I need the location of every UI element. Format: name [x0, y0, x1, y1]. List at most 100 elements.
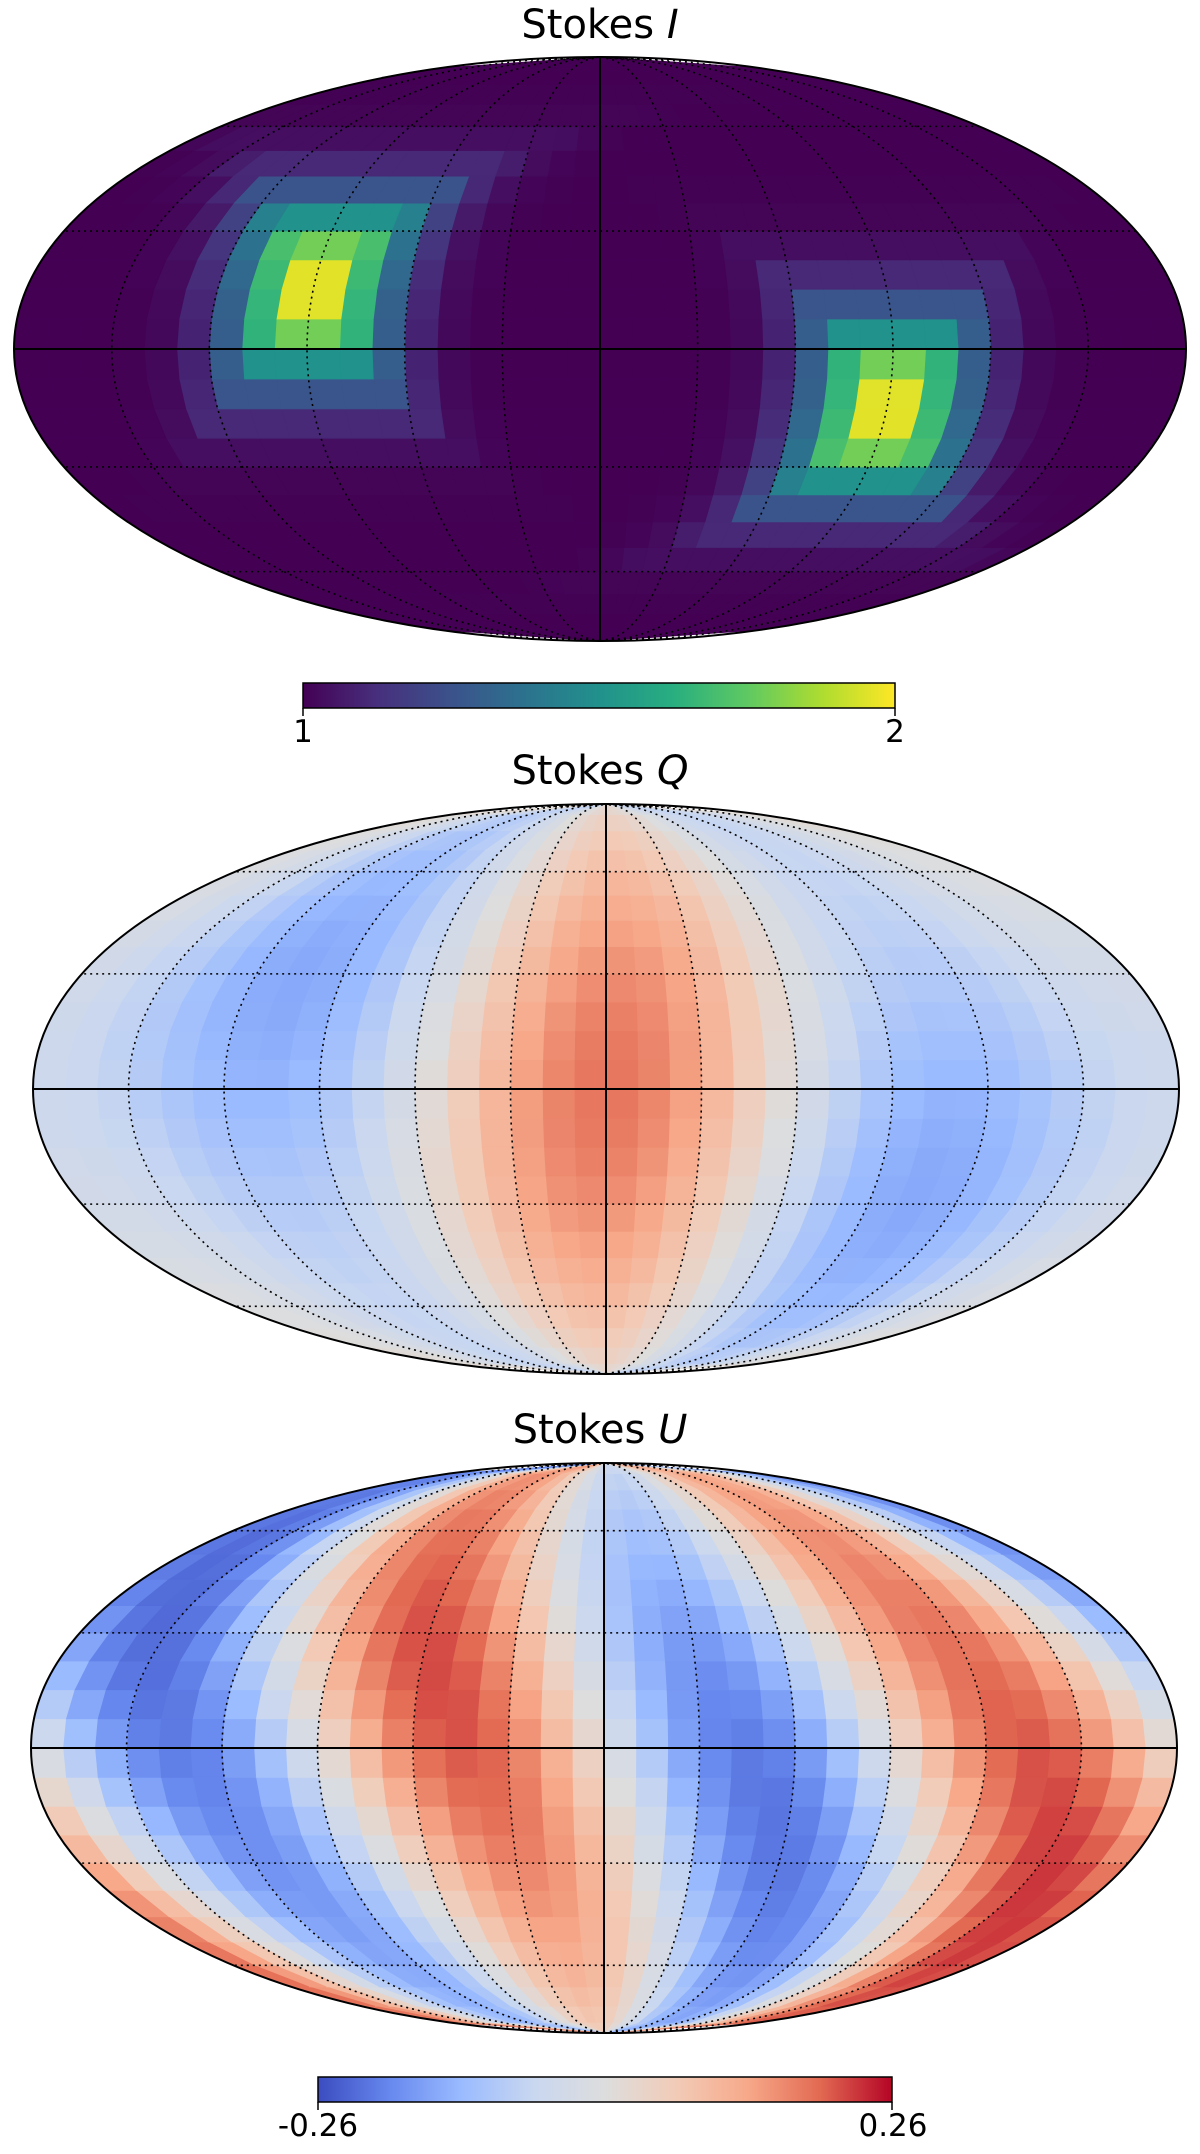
- map-pixel: [580, 1941, 605, 1966]
- map-pixel: [569, 202, 601, 232]
- map-pixel: [599, 103, 622, 127]
- map-pixel: [573, 1632, 605, 1662]
- map-pixel: [605, 849, 628, 873]
- map-pixel: [350, 1059, 385, 1090]
- map-pixel: [1078, 1718, 1114, 1749]
- graticule: [33, 803, 1179, 1375]
- map-pixel: [787, 1001, 825, 1032]
- map-pixel: [793, 318, 829, 350]
- map-pixel: [821, 1689, 858, 1720]
- map-pixel: [502, 378, 537, 410]
- map-pixel: [405, 378, 442, 410]
- map-pixel: [510, 1030, 545, 1061]
- map-pixel: [663, 378, 698, 410]
- map-pixel: [890, 1088, 925, 1119]
- map-pixel: [571, 1747, 605, 1778]
- map-pixel: [816, 259, 856, 290]
- map-pixel: [690, 1834, 726, 1864]
- map-pixel: [1110, 1747, 1146, 1778]
- map-pixel: [631, 318, 666, 350]
- map-stokes-q: [32, 803, 1180, 1375]
- map-pixel: [599, 521, 627, 548]
- map-pixel: [437, 378, 473, 410]
- map-pixel: [755, 1805, 792, 1836]
- map-pixel: [380, 1747, 415, 1778]
- map-pixel: [445, 1776, 480, 1807]
- map-pixel: [1052, 318, 1089, 350]
- map-pixel: [792, 1117, 829, 1148]
- map-pixel: [605, 946, 636, 975]
- map-pixel: [728, 1689, 763, 1720]
- map-pixel: [447, 1117, 482, 1148]
- map-pixel: [440, 259, 477, 290]
- map-pixel: [412, 1718, 447, 1749]
- map-pixel: [625, 494, 657, 523]
- map-pixel: [243, 378, 282, 410]
- map-pixel: [573, 1059, 607, 1090]
- map-pixel: [1143, 1059, 1179, 1090]
- map-pixel: [599, 348, 634, 380]
- map-pixel: [1020, 348, 1057, 380]
- map-pixel: [308, 288, 346, 320]
- map-pixel: [285, 1718, 320, 1749]
- map-pixel: [223, 1088, 259, 1119]
- map-pixel: [547, 1203, 579, 1232]
- map-pixel: [953, 1088, 989, 1119]
- map-pixel: [571, 1689, 605, 1720]
- map-pixel: [955, 318, 992, 350]
- map-pixel: [663, 973, 698, 1003]
- map-pixel: [539, 1747, 573, 1778]
- map-pixel: [625, 175, 657, 204]
- map-pixel: [414, 1088, 449, 1119]
- map-pixel: [722, 973, 759, 1003]
- map-pixel: [446, 1059, 480, 1090]
- map-pixel: [923, 318, 959, 350]
- map-pixel: [634, 973, 668, 1003]
- map-pixel: [785, 259, 824, 290]
- map-pixel: [445, 1689, 480, 1720]
- map-pixel: [577, 1231, 607, 1259]
- map-pixel: [143, 318, 180, 350]
- map-pixel: [667, 1117, 702, 1148]
- map-pixel: [631, 919, 662, 947]
- map-pixel: [605, 1203, 636, 1232]
- map-pixel: [62, 1718, 98, 1749]
- map-pixel: [988, 348, 1024, 380]
- map-pixel: [189, 1747, 225, 1778]
- map-pixel: [241, 348, 277, 380]
- map-pixel: [858, 1088, 893, 1119]
- map-pixel: [577, 1916, 605, 1943]
- map-pixel: [273, 318, 309, 350]
- map-pixel: [572, 1660, 605, 1691]
- map-pixel: [946, 1689, 985, 1720]
- map-pixel: [626, 1916, 656, 1943]
- map-stokes-u: [30, 1462, 1178, 2034]
- map-pixels: [33, 804, 1179, 1374]
- map-pixel: [542, 1117, 576, 1148]
- map-pixel: [418, 1001, 455, 1032]
- map-pixel: [33, 1059, 69, 1090]
- map-pixel: [506, 437, 541, 468]
- map-pixel: [14, 348, 50, 380]
- map-pixel: [599, 466, 631, 496]
- map-pixel: [223, 1059, 259, 1090]
- map-pixel: [658, 1605, 692, 1634]
- map-pixel: [603, 1890, 633, 1918]
- map-pixel: [576, 946, 607, 975]
- map-pixel: [512, 1834, 547, 1864]
- map-pixel: [381, 1689, 418, 1720]
- map-pixel: [567, 288, 601, 320]
- map-pixel: [759, 1776, 795, 1807]
- map-pixel: [666, 1718, 700, 1749]
- map-pixel: [686, 1862, 722, 1891]
- map-pixel: [544, 1175, 578, 1205]
- map-pixel: [599, 408, 633, 439]
- map-pixel: [1052, 348, 1089, 380]
- map-pixel: [1078, 1747, 1114, 1778]
- map-pixel: [475, 230, 512, 261]
- map-pixel: [955, 348, 992, 380]
- map-pixel: [665, 1776, 700, 1807]
- map-pixel: [790, 1776, 827, 1807]
- map-pixel: [534, 348, 569, 380]
